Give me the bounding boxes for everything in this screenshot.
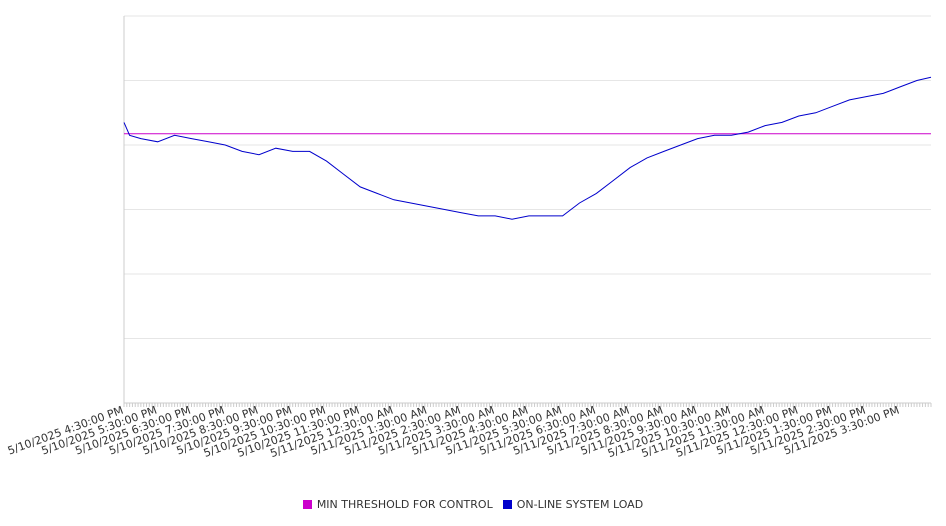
chart-legend: MIN THRESHOLD FOR CONTROL ON-LINE SYSTEM… (0, 498, 946, 511)
series-line-system-load (123, 76, 932, 220)
legend-label-system-load: ON-LINE SYSTEM LOAD (516, 498, 644, 511)
x-axis-ticks (123, 403, 932, 407)
legend-swatch-min-threshold (302, 500, 312, 509)
legend-item-min-threshold[interactable]: MIN THRESHOLD FOR CONTROL (302, 498, 493, 511)
legend-swatch-system-load (502, 500, 512, 509)
series-lines (123, 76, 932, 220)
x-axis-tick-labels: 5/10/2025 4:30:00 PM5/10/2025 5:30:00 PM… (6, 404, 901, 461)
gridlines (124, 15, 931, 404)
chart-plot-svg: 5/10/2025 4:30:00 PM5/10/2025 5:30:00 PM… (6, 15, 932, 461)
legend-item-system-load[interactable]: ON-LINE SYSTEM LOAD (502, 498, 644, 511)
legend-label-min-threshold: MIN THRESHOLD FOR CONTROL (316, 498, 493, 511)
